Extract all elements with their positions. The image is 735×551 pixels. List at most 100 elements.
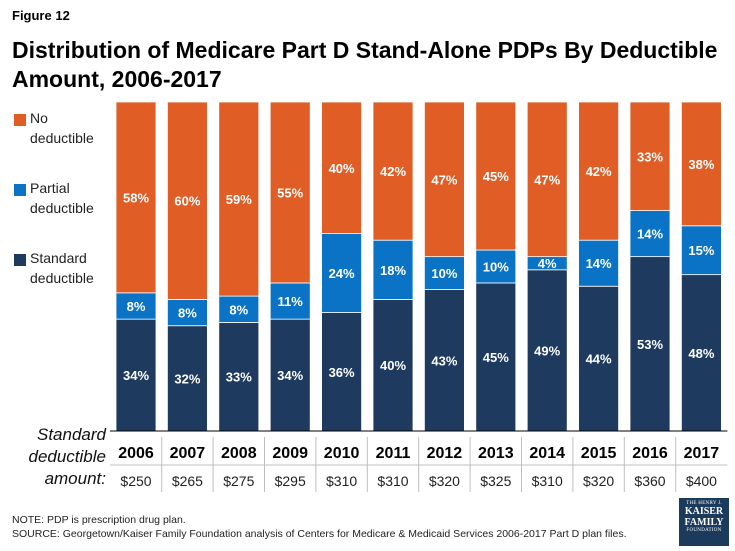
bar-segment-no-deductible-2010 bbox=[321, 101, 363, 235]
legend-label-partial-deductible: Partial deductible bbox=[30, 180, 94, 216]
bar-segment-standard-deductible-2006 bbox=[115, 318, 157, 432]
x-tick-label-2010: 2010 bbox=[324, 445, 360, 462]
data-label-partial-deductible-2012: 10% bbox=[431, 266, 457, 281]
bar-segment-partial-deductible-2016 bbox=[629, 210, 671, 258]
data-label-partial-deductible-2016: 14% bbox=[637, 227, 663, 242]
figure-label: Figure 12 bbox=[12, 8, 70, 23]
footnote: NOTE: PDP is prescription drug plan. SOU… bbox=[12, 513, 627, 541]
bar-segment-standard-deductible-2010 bbox=[321, 312, 363, 432]
bar-segment-no-deductible-2016 bbox=[629, 101, 671, 211]
x-tick-label-2015: 2015 bbox=[581, 445, 617, 462]
bar-segment-standard-deductible-2009 bbox=[269, 318, 311, 432]
bar-segment-no-deductible-2014 bbox=[526, 101, 568, 258]
data-label-no-deductible-2017: 38% bbox=[688, 157, 714, 172]
data-label-partial-deductible-2013: 10% bbox=[483, 260, 509, 275]
bar-segment-standard-deductible-2016 bbox=[629, 256, 671, 432]
source-text: SOURCE: Georgetown/Kaiser Family Foundat… bbox=[12, 528, 627, 540]
data-label-partial-deductible-2009: 11% bbox=[278, 294, 304, 309]
deductible-amount-2007: $265 bbox=[172, 473, 203, 489]
data-label-partial-deductible-2010: 24% bbox=[329, 266, 355, 281]
data-label-no-deductible-2016: 33% bbox=[637, 149, 663, 164]
deductible-amount-2016: $360 bbox=[634, 473, 665, 489]
bar-segment-no-deductible-2015 bbox=[578, 101, 619, 241]
data-label-partial-deductible-2015: 14% bbox=[586, 256, 612, 271]
bar-segment-no-deductible-2011 bbox=[372, 101, 414, 241]
data-label-no-deductible-2007: 60% bbox=[174, 194, 200, 209]
bar-segment-standard-deductible-2017 bbox=[681, 274, 722, 432]
bar-segment-standard-deductible-2012 bbox=[423, 289, 465, 432]
deductible-amount-2008: $275 bbox=[223, 473, 254, 489]
data-label-no-deductible-2010: 40% bbox=[329, 161, 355, 176]
data-label-standard-deductible-2012: 43% bbox=[431, 353, 457, 368]
x-tick-label-2016: 2016 bbox=[632, 445, 668, 462]
bar-segment-standard-deductible-2008 bbox=[218, 322, 260, 432]
x-tick-label-2006: 2006 bbox=[118, 445, 154, 462]
data-label-no-deductible-2008: 59% bbox=[226, 192, 252, 207]
deductible-amount-2015: $320 bbox=[583, 473, 614, 489]
deductible-amount-2010: $310 bbox=[326, 473, 357, 489]
deductible-amount-2009: $295 bbox=[275, 473, 306, 489]
data-label-no-deductible-2015: 42% bbox=[586, 164, 612, 179]
chart-title: Distribution of Medicare Part D Stand-Al… bbox=[12, 37, 718, 92]
x-axis-title: Standard deductible amount: bbox=[28, 425, 106, 488]
bar-segment-no-deductible-2007 bbox=[166, 101, 208, 300]
bar-segment-partial-deductible-2017 bbox=[681, 225, 722, 276]
data-label-standard-deductible-2008: 33% bbox=[226, 370, 252, 385]
bar-segment-partial-deductible-2008 bbox=[218, 295, 260, 323]
bar-segment-standard-deductible-2011 bbox=[372, 298, 414, 432]
legend-swatch-no-deductible bbox=[14, 114, 26, 126]
deductible-amount-2012: $320 bbox=[429, 473, 460, 489]
data-label-no-deductible-2009: 55% bbox=[277, 185, 303, 200]
legend-swatch-partial-deductible bbox=[14, 184, 26, 196]
deductible-amount-2013: $325 bbox=[480, 473, 511, 489]
data-label-standard-deductible-2007: 32% bbox=[174, 371, 200, 386]
x-tick-label-2007: 2007 bbox=[170, 445, 206, 462]
data-label-standard-deductible-2017: 48% bbox=[688, 346, 714, 361]
data-label-standard-deductible-2011: 40% bbox=[380, 358, 406, 373]
data-label-standard-deductible-2010: 36% bbox=[329, 365, 355, 380]
data-label-no-deductible-2011: 42% bbox=[380, 164, 406, 179]
x-tick-label-2008: 2008 bbox=[221, 445, 257, 462]
bar-segment-standard-deductible-2013 bbox=[475, 282, 517, 432]
data-label-no-deductible-2012: 47% bbox=[431, 172, 457, 187]
legend-label-no-deductible: No deductible bbox=[30, 110, 94, 146]
data-label-partial-deductible-2007: 8% bbox=[178, 306, 197, 321]
bar-segment-partial-deductible-2009 bbox=[269, 282, 311, 320]
data-label-no-deductible-2014: 47% bbox=[534, 172, 560, 187]
deductible-amount-2014: $310 bbox=[532, 473, 563, 489]
deductible-amount-2017: $400 bbox=[686, 473, 717, 489]
bar-segment-partial-deductible-2012 bbox=[423, 256, 465, 290]
deductible-amount-2011: $310 bbox=[377, 473, 408, 489]
data-label-partial-deductible-2008: 8% bbox=[229, 302, 248, 317]
data-label-partial-deductible-2011: 18% bbox=[380, 263, 406, 278]
data-label-standard-deductible-2015: 44% bbox=[586, 352, 612, 367]
bar-segment-no-deductible-2008 bbox=[218, 101, 260, 297]
data-label-standard-deductible-2006: 34% bbox=[123, 368, 149, 383]
bar-segment-standard-deductible-2015 bbox=[578, 285, 619, 432]
x-tick-label-2014: 2014 bbox=[529, 445, 565, 462]
x-tick-label-2017: 2017 bbox=[684, 445, 720, 462]
x-tick-label-2012: 2012 bbox=[427, 445, 463, 462]
data-label-standard-deductible-2013: 45% bbox=[483, 350, 509, 365]
deductible-amount-2006: $250 bbox=[120, 473, 151, 489]
bar-segment-partial-deductible-2010 bbox=[321, 233, 363, 313]
bar-segment-partial-deductible-2013 bbox=[475, 249, 517, 284]
data-label-partial-deductible-2006: 8% bbox=[127, 299, 146, 314]
kff-logo: THE HENRY J. KAISER FAMILY FOUNDATION bbox=[679, 498, 729, 546]
bar-segment-partial-deductible-2011 bbox=[372, 239, 414, 300]
x-tick-label-2011: 2011 bbox=[376, 445, 411, 462]
data-label-no-deductible-2013: 45% bbox=[483, 169, 509, 184]
data-label-partial-deductible-2014: 4% bbox=[538, 256, 557, 271]
data-label-partial-deductible-2017: 15% bbox=[688, 243, 714, 258]
bar-segment-no-deductible-2013 bbox=[475, 101, 517, 251]
legend-swatch-standard-deductible bbox=[14, 254, 26, 266]
legend-label-standard-deductible: Standard deductible bbox=[30, 250, 94, 286]
data-label-standard-deductible-2014: 49% bbox=[534, 343, 560, 358]
bar-segment-no-deductible-2017 bbox=[681, 101, 722, 227]
bar-segment-partial-deductible-2015 bbox=[578, 239, 619, 287]
x-tick-label-2009: 2009 bbox=[272, 445, 308, 462]
note-text: NOTE: PDP is prescription drug plan. bbox=[12, 514, 186, 526]
x-tick-label-2013: 2013 bbox=[478, 445, 514, 462]
bar-segment-partial-deductible-2006 bbox=[115, 292, 157, 320]
